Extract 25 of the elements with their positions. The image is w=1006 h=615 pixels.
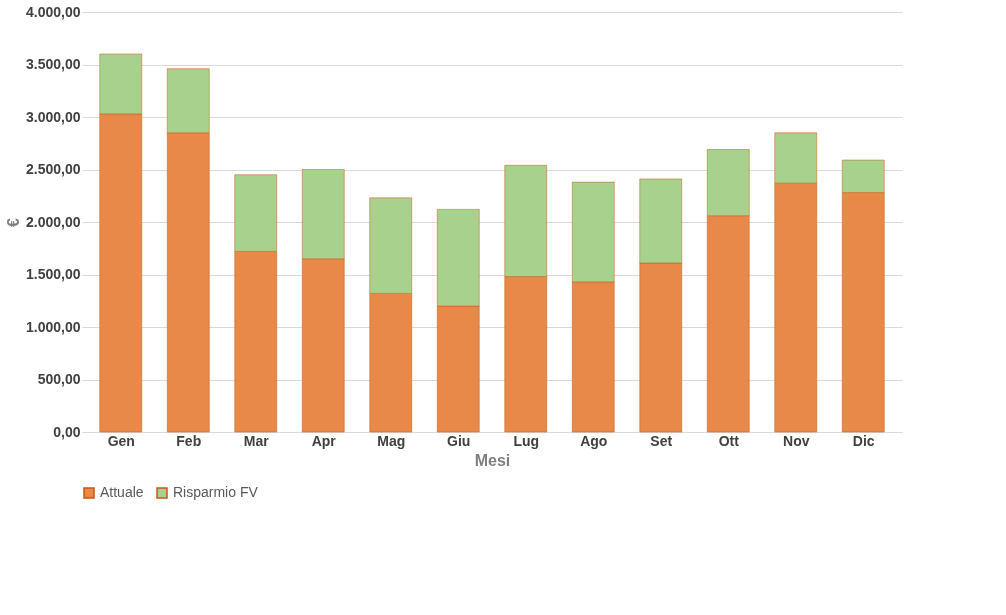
x-tick-label: Feb	[176, 432, 202, 449]
x-tick-label: Ott	[718, 432, 740, 449]
y-tick-label: 3.500,00	[26, 56, 81, 72]
x-tick-label: Apr	[311, 432, 337, 449]
legend-label: Risparmio FV	[173, 484, 259, 500]
x-tick-label: Nov	[783, 432, 810, 449]
y-tick-label: 4.000,00	[26, 3, 81, 20]
x-tick-label: Lug	[513, 432, 540, 449]
y-tick-label: 1.500,00	[26, 266, 81, 282]
legend-label: Attuale	[100, 484, 144, 500]
y-tick-label: 1.000,00	[26, 318, 81, 335]
x-tick-label: Dic	[852, 432, 875, 449]
y-tick-label: 500,00	[37, 371, 81, 387]
x-tick-label: Gen	[107, 432, 135, 449]
y-tick-label: 2.000,00	[26, 213, 81, 230]
x-tick-label: Giu	[447, 432, 471, 449]
x-tick-label: Mar	[243, 432, 270, 449]
y-tick-label: 2.500,00	[26, 161, 81, 177]
y-axis-title: €	[5, 217, 22, 227]
x-tick-label: Ago	[580, 432, 608, 449]
x-axis-title: Mesi	[474, 451, 511, 469]
y-tick-label: 3.000,00	[26, 108, 81, 125]
x-tick-label: Set	[650, 432, 673, 449]
x-tick-label: Mag	[377, 432, 406, 449]
y-tick-label: 0,00	[53, 423, 81, 440]
